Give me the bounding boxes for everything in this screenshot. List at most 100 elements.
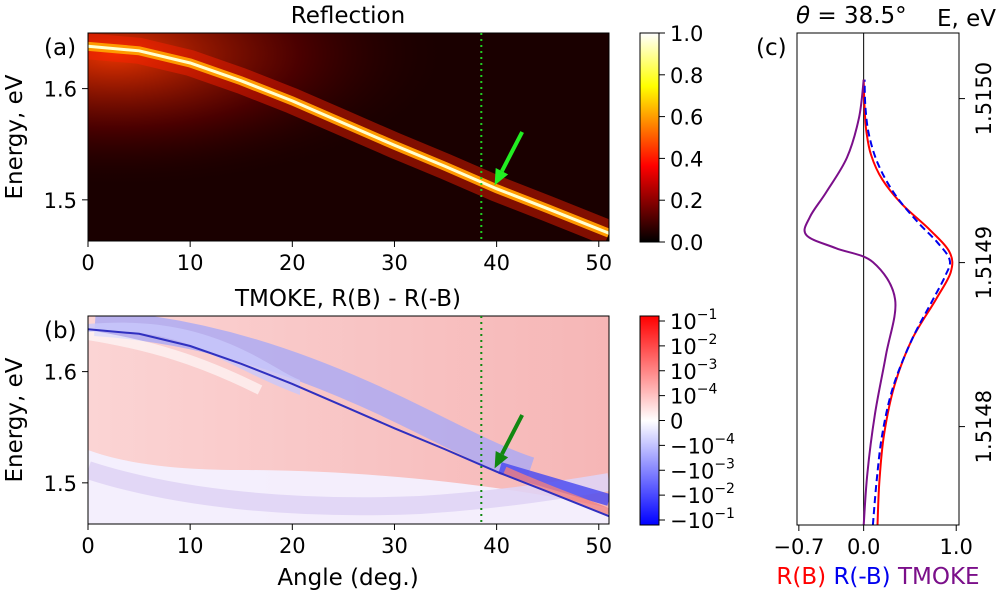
colorbar-tick-label: 0.4 xyxy=(670,147,703,171)
colorbar-tick-label: 0 xyxy=(670,410,683,434)
spectra-frame xyxy=(796,32,960,526)
tmoke-frame xyxy=(87,315,610,525)
colorbar-tick-label: −10−1 xyxy=(670,506,735,533)
legend-item: TMOKE xyxy=(891,564,980,590)
colorbar-tick-label: 10−2 xyxy=(670,332,717,359)
spectra-title-value: = 38.5° xyxy=(810,3,907,29)
reflection-title: Reflection xyxy=(291,3,405,29)
tmoke-y-ticks: 1.5 1.6 xyxy=(44,361,88,496)
colorbar-tick-label: 0.2 xyxy=(670,189,703,213)
series-tmoke-line xyxy=(803,79,897,525)
tmoke-x-axis-label: Angle (deg.) xyxy=(277,565,418,591)
y-tick-label: 1.6 xyxy=(44,361,77,385)
spectra-legend: R(B) R(-B) TMOKE xyxy=(776,564,979,590)
spectra-title: θ = 38.5° xyxy=(796,3,907,29)
colorbar-tick-exponent: −3 xyxy=(714,456,735,472)
spectra-series xyxy=(803,79,954,525)
reflection-heatmap-panel: 0 10 20 30 40 50 1.5 1.6 Reflection (a) Energy… xyxy=(2,3,703,275)
spectra-title-theta: θ xyxy=(796,3,810,29)
colorbar-tick-exponent: −2 xyxy=(697,332,718,348)
series-r-b-line xyxy=(863,79,951,525)
tmoke-arrowhead xyxy=(494,450,509,469)
colorbar-tick-label: 10−3 xyxy=(670,357,717,384)
x-tick-label: −0.7 xyxy=(773,535,824,559)
tmoke-right-red-band xyxy=(503,466,609,516)
legend-item: R(B) xyxy=(776,564,826,590)
colorbar-tick-base: 10 xyxy=(670,385,697,409)
x-tick-label: 10 xyxy=(177,534,204,558)
y-tick-label: 1.5150 xyxy=(972,62,996,135)
x-tick-label: 50 xyxy=(585,251,612,275)
reflection-arrowhead xyxy=(494,167,509,186)
tmoke-arrow xyxy=(500,414,524,456)
x-tick-label: 30 xyxy=(381,251,408,275)
tmoke-left-blue-region xyxy=(88,322,300,395)
y-tick-label: 1.5149 xyxy=(972,226,996,299)
y-tick-label: 1.6 xyxy=(44,78,77,102)
colorbar-tick-exponent: −1 xyxy=(714,506,735,522)
y-tick-label: 1.5 xyxy=(44,189,77,213)
colorbar-tick-label: 0.0 xyxy=(670,231,703,255)
x-tick-label: 40 xyxy=(483,534,510,558)
reflection-y-ticks: 1.5 1.6 xyxy=(44,78,88,213)
colorbar-tick-label: 0.6 xyxy=(670,106,703,130)
tmoke-colorbar-ticks: 10−110−210−310−40−10−4−10−3−10−2−10−1 xyxy=(659,307,735,533)
tmoke-x-ticks: 0 10 20 30 40 50 xyxy=(81,524,612,558)
colorbar-tick-label: −10−4 xyxy=(670,431,735,458)
colorbar-tick-base: 10 xyxy=(670,310,697,334)
colorbar-tick-exponent: −1 xyxy=(697,307,718,323)
legend-item: R(-B) xyxy=(826,564,891,590)
colorbar-tick-exponent: −4 xyxy=(714,431,735,447)
colorbar-tick-exponent: −2 xyxy=(714,481,735,497)
tmoke-panel-label: (b) xyxy=(44,318,77,344)
tmoke-resonance-line xyxy=(88,328,609,518)
y-tick-label: 1.5148 xyxy=(972,390,996,463)
x-tick-label: 0 xyxy=(81,534,94,558)
tmoke-y-axis-label: Energy, eV xyxy=(2,357,28,482)
x-tick-label: 1.0 xyxy=(940,535,973,559)
spectra-panel-label: (c) xyxy=(756,35,787,61)
colorbar-tick-base: 10 xyxy=(670,360,697,384)
reflection-resonance-core xyxy=(88,44,609,235)
colorbar-tick-exponent: −4 xyxy=(697,382,718,398)
reflection-x-ticks: 0 10 20 30 40 50 xyxy=(81,241,612,275)
tmoke-colorbar xyxy=(639,315,660,526)
x-tick-label: 0 xyxy=(81,251,94,275)
x-tick-label: 50 xyxy=(585,534,612,558)
colorbar-tick-exponent: −3 xyxy=(697,357,718,373)
tmoke-upper-light-band xyxy=(88,330,263,395)
spectra-panel: −0.7 0.0 1.0 1.5148 1.5149 1.5150 (c) θ = 38… xyxy=(756,3,996,590)
spectra-y-axis-label: E, eV xyxy=(937,6,996,32)
reflection-panel-label: (a) xyxy=(44,35,76,61)
x-tick-label: 40 xyxy=(483,251,510,275)
series-r-b-line xyxy=(862,79,954,525)
colorbar-tick-label: −10−2 xyxy=(670,481,735,508)
colorbar-tick-label: 10−1 xyxy=(670,307,717,334)
reflection-arrow xyxy=(500,131,524,173)
reflection-colorbar xyxy=(639,32,660,243)
tmoke-title: TMOKE, R(B) - R(-B) xyxy=(234,286,461,312)
colorbar-tick-label: 0.8 xyxy=(670,64,703,88)
spectra-y-ticks: 1.5148 1.5149 1.5150 xyxy=(959,62,996,463)
colorbar-tick-base: −10 xyxy=(670,434,714,458)
reflection-upper-glow xyxy=(88,33,609,241)
colorbar-tick-base: 0 xyxy=(670,410,683,434)
y-tick-label: 1.5 xyxy=(44,472,77,496)
colorbar-tick-base: −10 xyxy=(670,509,714,533)
colorbar-tick-label: −10−3 xyxy=(670,456,735,483)
colorbar-tick-base: −10 xyxy=(670,459,714,483)
x-tick-label: 20 xyxy=(279,251,306,275)
reflection-frame xyxy=(87,32,610,242)
reflection-y-axis-label: Energy, eV xyxy=(2,74,28,199)
x-tick-label: 30 xyxy=(381,534,408,558)
tmoke-heatmap-panel: 0 10 20 30 40 50 1.51.6 TMOKE, R(B) - R(-B) (… xyxy=(2,286,735,591)
x-tick-label: 20 xyxy=(279,534,306,558)
colorbar-tick-label: 10−4 xyxy=(670,382,717,409)
reflection-colorbar-ticks: 0.0 0.2 0.4 0.6 0.8 1.0 xyxy=(659,22,703,255)
legend-text: R(B) R(-B) TMOKE xyxy=(776,564,979,590)
x-tick-label: 0.0 xyxy=(847,535,880,559)
x-tick-label: 10 xyxy=(177,251,204,275)
colorbar-tick-base: −10 xyxy=(670,484,714,508)
colorbar-tick-label: 1.0 xyxy=(670,22,703,46)
